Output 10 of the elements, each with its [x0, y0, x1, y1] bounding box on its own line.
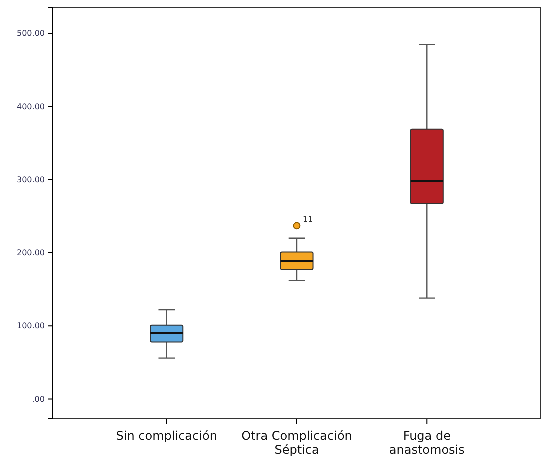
x-tick-label: Sin complicación	[116, 429, 218, 444]
y-tick-label: .00	[32, 394, 45, 404]
y-tick-label: 400.00	[17, 102, 45, 112]
y-tick-label: 200.00	[17, 248, 45, 258]
y-tick-label: 100.00	[17, 322, 45, 331]
x-tick-label: Fuga de anastomosis	[389, 429, 465, 457]
annotation: 11	[303, 214, 314, 224]
y-tick-label: 300.00	[17, 175, 45, 184]
y-tick-label: 500.00	[17, 29, 45, 38]
x-tick-label: Otra Complicación Séptica	[242, 429, 352, 457]
